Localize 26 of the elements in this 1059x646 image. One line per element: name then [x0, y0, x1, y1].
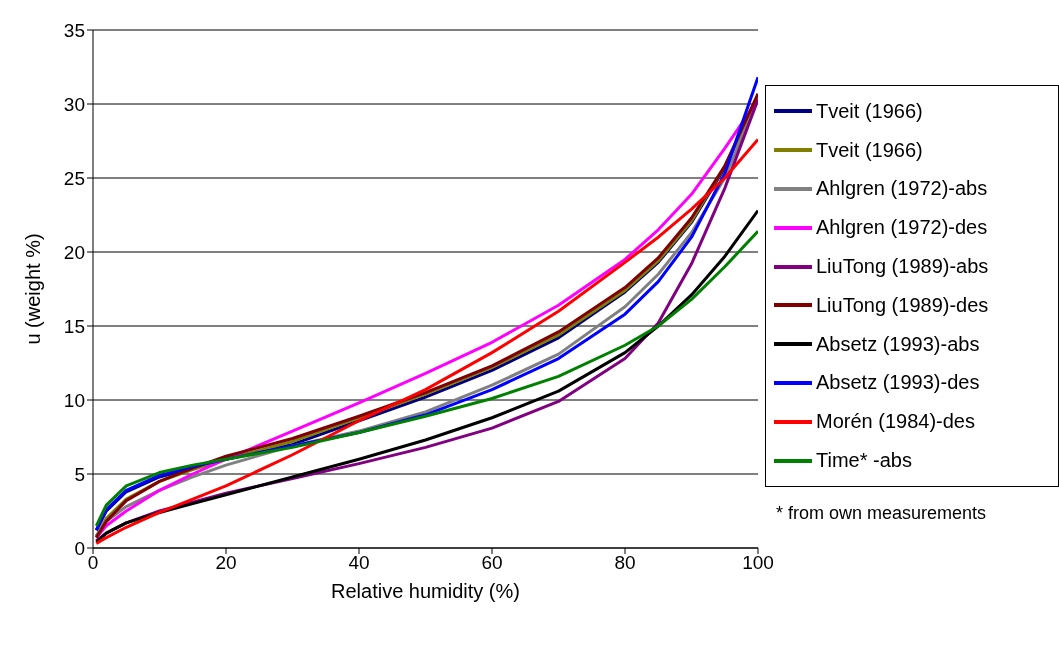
legend-label: Tveit (1966): [816, 138, 923, 162]
y-tick-label: 35: [63, 19, 85, 41]
legend-label: Morén (1984)-des: [816, 410, 975, 434]
y-tick-label: 15: [63, 315, 85, 337]
legend-label: Tveit (1966): [816, 99, 923, 123]
x-tick-label: 60: [481, 552, 503, 574]
y-tick-label: 25: [63, 167, 85, 189]
y-tick-label: 0: [74, 537, 85, 559]
y-tick-label: 30: [63, 93, 85, 115]
legend-label: LiuTong (1989)-abs: [816, 255, 989, 279]
x-tick-label: 80: [614, 552, 636, 574]
x-axis-title: Relative humidity (%): [331, 580, 520, 602]
text: * from own measurements: [776, 503, 987, 524]
y-tick-label: 10: [63, 389, 85, 411]
y-tick-label: 5: [74, 463, 85, 485]
y-tick-label: 20: [63, 241, 85, 263]
legend-label: Ahlgren (1972)-abs: [816, 177, 988, 201]
x-tick-label: 20: [215, 552, 237, 574]
y-axis-title: u (weight %): [22, 233, 45, 345]
legend-label: LiuTong (1989)-des: [816, 293, 989, 317]
legend-label: Absetz (1993)-des: [816, 371, 980, 395]
legend-label: Time* -abs: [816, 449, 912, 473]
x-tick-label: 100: [742, 552, 774, 574]
legend-label: Absetz (1993)-abs: [816, 332, 980, 356]
x-tick-label: 40: [348, 552, 370, 574]
legend-label: Ahlgren (1972)-des: [816, 216, 988, 240]
